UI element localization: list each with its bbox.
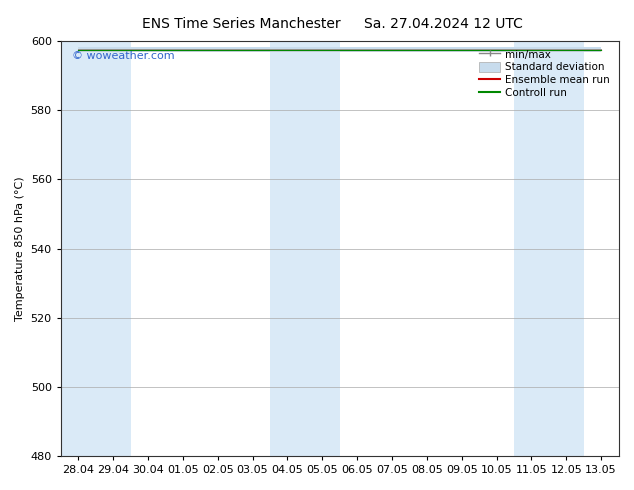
- Text: © woweather.com: © woweather.com: [72, 51, 174, 61]
- Text: Sa. 27.04.2024 12 UTC: Sa. 27.04.2024 12 UTC: [365, 17, 523, 31]
- Bar: [549, 41, 584, 456]
- Bar: [61, 41, 96, 456]
- Bar: [96, 41, 131, 456]
- Bar: [270, 41, 305, 456]
- Text: ENS Time Series Manchester: ENS Time Series Manchester: [141, 17, 340, 31]
- Legend: min/max, Standard deviation, Ensemble mean run, Controll run: min/max, Standard deviation, Ensemble me…: [476, 46, 613, 101]
- Bar: [514, 41, 549, 456]
- Bar: [305, 41, 340, 456]
- Y-axis label: Temperature 850 hPa (°C): Temperature 850 hPa (°C): [15, 176, 25, 321]
